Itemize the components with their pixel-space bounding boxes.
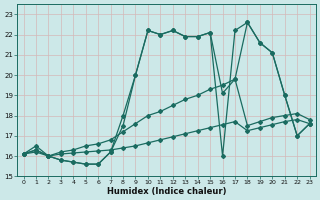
- X-axis label: Humidex (Indice chaleur): Humidex (Indice chaleur): [107, 187, 226, 196]
